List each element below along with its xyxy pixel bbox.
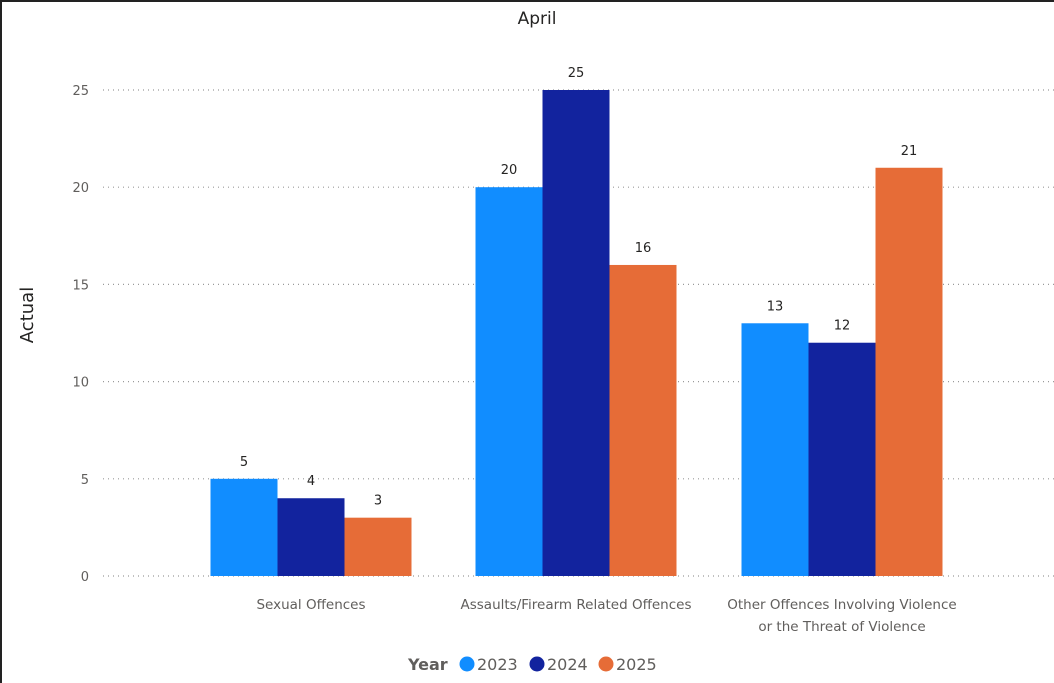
legend-marker[interactable]: [529, 656, 545, 672]
data-label: 5: [240, 455, 248, 470]
bars: [210, 90, 943, 576]
bar-2025[interactable]: [344, 517, 412, 576]
data-label: 13: [767, 299, 784, 314]
x-category-label: Assaults/Firearm Related Offences: [461, 597, 692, 613]
legend-label[interactable]: 2023: [477, 655, 518, 674]
bar-2024[interactable]: [808, 342, 876, 576]
y-axis-label: Actual: [17, 287, 38, 343]
chart-title: April: [517, 9, 557, 29]
bar-2023[interactable]: [741, 323, 809, 576]
data-label: 4: [307, 474, 315, 489]
data-label: 20: [501, 163, 518, 178]
legend-title: Year: [407, 655, 448, 674]
y-tick-label: 20: [72, 181, 89, 196]
data-label: 21: [901, 144, 918, 159]
bar-2024[interactable]: [277, 498, 345, 576]
y-tick-label: 10: [72, 376, 89, 391]
bar-2023[interactable]: [210, 478, 278, 576]
legend: Year 2023 2024 2025: [407, 655, 657, 674]
x-category-label: or the Threat of Violence: [758, 619, 925, 635]
data-labels: 5 4 3 20 25 16 13 12 21: [240, 66, 917, 509]
bar-2023[interactable]: [475, 187, 543, 576]
category-labels: Sexual Offences Assaults/Firearm Related …: [256, 597, 956, 635]
legend-marker[interactable]: [459, 656, 475, 672]
bar-2024[interactable]: [542, 90, 610, 576]
bar-2025[interactable]: [875, 167, 943, 576]
legend-label[interactable]: 2024: [547, 655, 588, 674]
legend-label[interactable]: 2025: [616, 655, 657, 674]
x-category-label: Other Offences Involving Violence: [727, 597, 956, 613]
bar-2025[interactable]: [609, 264, 677, 576]
x-category-label: Sexual Offences: [256, 597, 365, 613]
legend-marker[interactable]: [598, 656, 614, 672]
y-tick-label: 0: [81, 570, 89, 585]
data-label: 25: [568, 66, 585, 81]
data-label: 12: [834, 319, 851, 334]
y-tick-label: 25: [72, 84, 89, 99]
y-tick-label: 5: [81, 473, 89, 488]
data-label: 3: [374, 494, 382, 509]
data-label: 16: [635, 241, 652, 256]
y-tick-label: 15: [72, 278, 89, 293]
